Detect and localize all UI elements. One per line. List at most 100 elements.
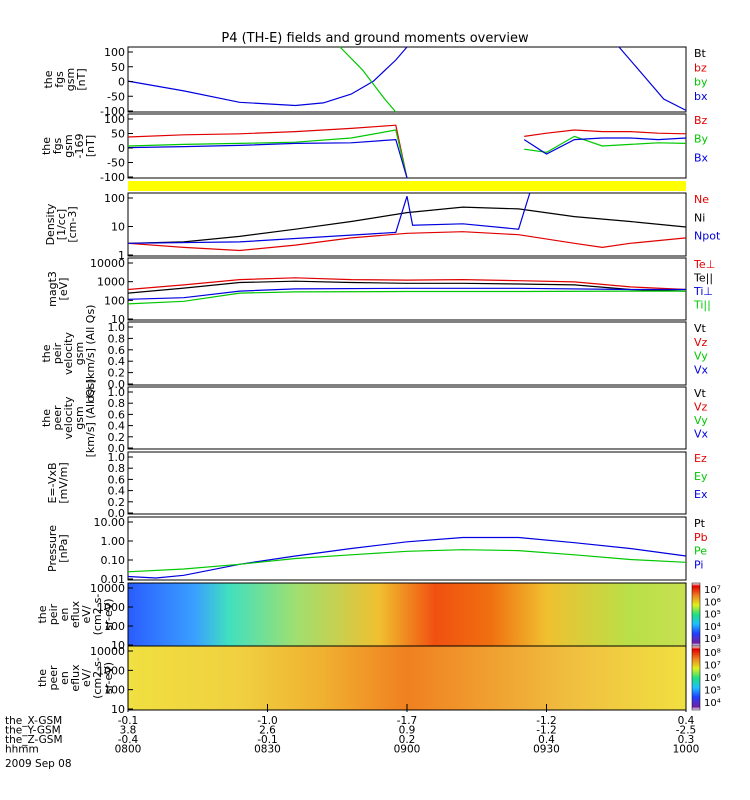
legend-entry: Ti⊥ [693, 285, 713, 298]
y-axis-label: the [40, 137, 53, 155]
series-line-Pe [127, 549, 687, 573]
y-axis-label: velocity [62, 332, 75, 375]
colorbar-tick-label: 10⁴ [704, 622, 721, 633]
legend-entry: Vz [694, 336, 708, 349]
legend-entry: Ne [694, 193, 709, 206]
y-tick-label: 1.0 [108, 386, 126, 399]
y-tick-label: 0.6 [108, 473, 126, 486]
legend-entry: Pi [694, 558, 703, 571]
legend-entry: Bt [694, 47, 707, 60]
y-tick-label: 1000 [97, 664, 125, 677]
colorbar [691, 645, 701, 711]
y-axis-label: [km/s] (All Qs) [84, 379, 97, 458]
series-line-bx [127, 46, 408, 107]
x-tick-value: -2.5 [676, 725, 697, 737]
y-axis-label: eV/ [80, 669, 93, 687]
series-line-Ti⊥ [127, 287, 686, 300]
series-line-Ti|| [127, 290, 686, 305]
y-tick-label: 10 [111, 703, 125, 716]
y-axis-label: the [36, 605, 49, 623]
y-axis-label: the [36, 669, 49, 687]
y-axis-label: gsm [62, 134, 75, 157]
x-tick-value: -1.7 [397, 715, 418, 727]
y-axis-label: [1/cc] [55, 209, 68, 240]
x-tick-value: -0.4 [118, 734, 139, 746]
y-axis-label: [nT] [84, 135, 97, 157]
y-tick-label: 10000 [90, 645, 125, 658]
y-tick-label: 1.0 [108, 321, 126, 334]
colorbar-tick-label: 10³ [704, 634, 721, 645]
legend-entry: Vt [694, 322, 707, 335]
y-axis-label: Density [44, 203, 57, 245]
series-line-Bz-after [524, 129, 687, 137]
colorbar-tick-label: 10⁷ [704, 585, 721, 596]
y-tick-label: 0.4 [108, 420, 126, 433]
x-tick-value: 1000 [673, 744, 700, 756]
legend-entry: Vt [694, 387, 707, 400]
panel-frame [127, 321, 687, 386]
y-axis-label: sr-eV) [102, 662, 115, 694]
x-tick-value: -1.0 [257, 715, 278, 727]
y-axis-label: E=-VxB [46, 462, 59, 503]
x-row-label: the_X-GSM [5, 715, 62, 727]
panel-4: Ne Ni Npot 100 10 1 Density[1/cc][cm-3] [44, 192, 721, 262]
series-line-Ni [127, 206, 687, 244]
x-tick-value: 2.6 [259, 725, 276, 737]
y-axis-label: [nPa] [57, 534, 70, 562]
panel-frame [127, 192, 687, 257]
x-tick-value: 0.9 [399, 725, 416, 737]
y-axis-label: [mV/m] [57, 462, 70, 503]
y-tick-label: 0.8 [108, 397, 126, 410]
y-axis-label: the [42, 70, 55, 88]
x-tick-value: -1.2 [536, 715, 557, 727]
colorbar-tick-label: 10⁶ [704, 597, 721, 608]
legend-entry: Vx [694, 363, 709, 376]
y-tick-label: 10 [111, 221, 125, 234]
series-line-By-after [524, 135, 687, 154]
legend-entry: Vz [694, 401, 708, 414]
x-tick-value: 3.8 [120, 725, 137, 737]
y-tick-label: -50 [107, 157, 125, 170]
panel-7: VtVzVyVx1.00.80.60.40.20.0thepeervelocit… [40, 379, 709, 458]
legend-entry: bx [694, 90, 708, 103]
series-line-By [127, 129, 408, 179]
legend-entry: Bx [694, 151, 709, 164]
series-line-Te|| [127, 280, 687, 294]
legend-entry: Vy [694, 414, 708, 427]
legend-entry: Pe [694, 545, 707, 558]
y-tick-label: 0.8 [108, 332, 126, 345]
y-tick-label: 10000 [90, 257, 125, 270]
x-tick-value: 0900 [394, 744, 421, 756]
y-axis-label: sr-eV) [102, 598, 115, 630]
y-axis-label: gsm [73, 342, 86, 365]
x-tick-value: 0.4 [538, 734, 555, 746]
colorbar-tick-label: 10⁶ [704, 673, 721, 684]
x-tick-value: 0800 [115, 744, 142, 756]
x-tick-value: 0830 [254, 744, 281, 756]
y-tick-label: 0.0 [108, 378, 126, 391]
series-line-Te⊥ [127, 277, 687, 291]
colorbar-tick-label: 10⁵ [704, 686, 721, 697]
y-tick-label: -100 [100, 105, 125, 118]
y-axis-label: eV/ [80, 605, 93, 623]
x-tick-value: 0.2 [399, 734, 416, 746]
y-tick-label: 0 [118, 142, 125, 155]
y-axis-label: eflux [69, 664, 82, 692]
panel-8: Ez Ey Ex 1.00.80.60.40.20.0 E=-VxB[mV/m] [46, 451, 708, 520]
colorbar-tick-label: 10⁵ [704, 610, 721, 621]
x-tick-value: -1.2 [536, 725, 557, 737]
y-axis-label: gsm [64, 68, 77, 91]
y-tick-label: 0.01 [101, 573, 126, 586]
legend-entry: Ey [694, 470, 708, 483]
legend-entry: By [694, 133, 709, 146]
legend-entry: by [694, 76, 708, 89]
y-tick-label: 10.00 [94, 516, 126, 529]
y-axis-label: Pressure [46, 525, 59, 572]
y-axis-label: peir [51, 342, 64, 364]
y-tick-label: 1000 [97, 276, 125, 289]
legend-entry: Pb [694, 531, 708, 544]
y-tick-label: 0.2 [108, 496, 126, 509]
panel-frame [127, 516, 687, 581]
